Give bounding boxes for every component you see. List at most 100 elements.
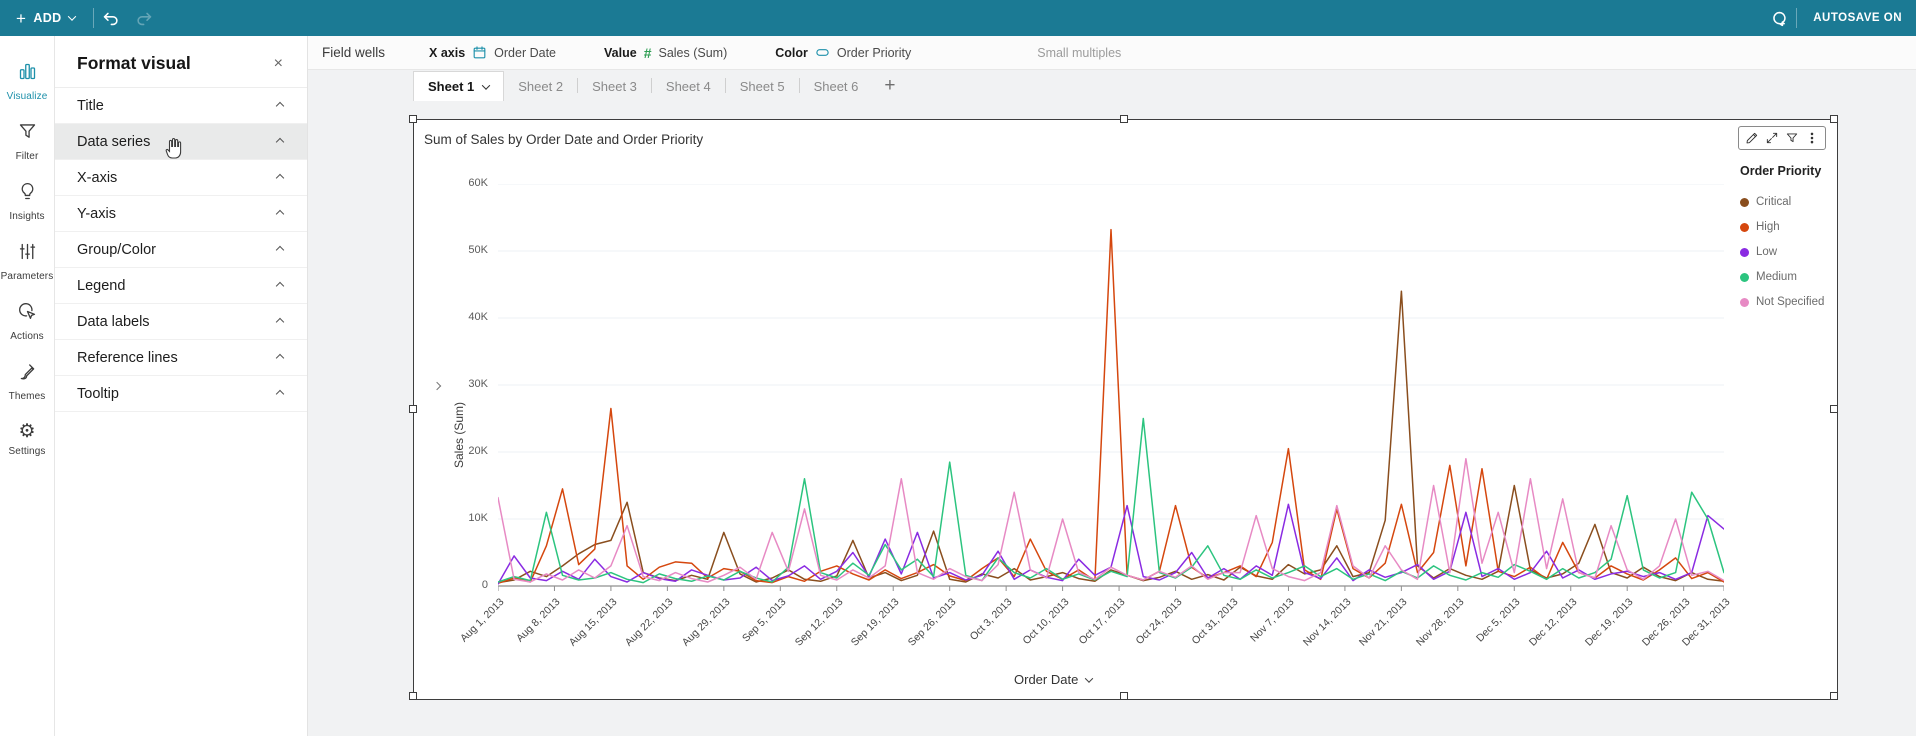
- chart-plot-area[interactable]: [497, 183, 1725, 594]
- format-section-label: Group/Color: [77, 241, 156, 258]
- chevron-up-icon: [275, 245, 285, 254]
- rail-item-filter[interactable]: Filter: [0, 112, 55, 172]
- topbar-divider: [92, 8, 94, 28]
- selection-handle[interactable]: [1830, 115, 1838, 123]
- rail-item-settings[interactable]: ⚙ Settings: [0, 412, 55, 467]
- selection-handle[interactable]: [1830, 405, 1838, 413]
- format-panel-title: Format visual: [77, 53, 191, 73]
- tab-separator: [724, 78, 726, 93]
- format-section-y-axis[interactable]: Y-axis: [55, 196, 307, 232]
- small-multiples-well[interactable]: Small multiples: [1037, 45, 1122, 60]
- sheet-tab-label: Sheet 4: [665, 78, 711, 94]
- well-name: Color: [775, 45, 808, 60]
- field-well-color[interactable]: Color Order Priority: [775, 45, 911, 60]
- legend-item-label: Low: [1756, 246, 1778, 258]
- add-comment-button[interactable]: [1762, 0, 1796, 36]
- selection-handle[interactable]: [1830, 692, 1838, 700]
- legend-color-dot: [1740, 222, 1749, 232]
- y-axis-tick-label: 40K: [468, 311, 488, 323]
- visual-toolbar: [1738, 126, 1826, 150]
- format-visual-panel: Format visual × Title Data series X-axis Y-…: [55, 36, 308, 736]
- chart-legend: Order Priority Critical High Low Medium Not …: [1740, 164, 1836, 321]
- legend-item-not-specified[interactable]: Not Specified: [1740, 296, 1836, 308]
- sheet-tab-2[interactable]: Sheet 2: [504, 71, 577, 101]
- y-axis-tick-label: 20K: [468, 445, 488, 457]
- rail-item-visualize[interactable]: Visualize: [0, 52, 55, 112]
- rail-item-label: Insights: [9, 211, 45, 222]
- well-field-value: Order Priority: [836, 45, 912, 60]
- sheet-tab-3[interactable]: Sheet 3: [578, 71, 651, 101]
- sliders-icon: [17, 241, 38, 267]
- rail-item-actions[interactable]: Actions: [0, 292, 55, 352]
- chevron-up-icon: [275, 101, 285, 110]
- chevron-up-icon: [275, 353, 285, 362]
- format-section-tooltip[interactable]: Tooltip: [55, 376, 307, 412]
- y-axis-tick-label: 10K: [468, 512, 488, 524]
- visual-menu-button[interactable]: [1802, 128, 1822, 148]
- add-button[interactable]: + ADD: [0, 0, 93, 36]
- close-icon[interactable]: ×: [273, 54, 283, 72]
- legend-item-critical[interactable]: Critical: [1740, 196, 1836, 208]
- format-section-label: Legend: [77, 277, 126, 294]
- autosave-toggle[interactable]: AUTOSAVE ON: [1813, 12, 1902, 24]
- rail-item-parameters[interactable]: Parameters: [0, 232, 55, 292]
- selection-handle[interactable]: [409, 692, 417, 700]
- visual-title: Sum of Sales by Order Date and Order Pri…: [424, 132, 704, 147]
- brush-icon: [17, 361, 38, 387]
- x-axis-title-label: Order Date: [1014, 672, 1079, 687]
- legend-color-dot: [1740, 297, 1749, 307]
- comment-add-icon: [1773, 11, 1786, 26]
- field-well-x-axis[interactable]: X axis Order Date: [429, 45, 556, 60]
- undo-button[interactable]: [94, 0, 128, 36]
- rail-item-label: Settings: [8, 446, 46, 457]
- sheet-tab-1[interactable]: Sheet 1: [413, 71, 505, 101]
- sheet-tab-bar: Sheet 1 Sheet 2 Sheet 3 Sheet 4 Sheet 5 Sheet…: [413, 70, 908, 101]
- rail-item-themes[interactable]: Themes: [0, 352, 55, 412]
- well-field-value: Order Date: [494, 45, 557, 60]
- dimension-pill-icon: [815, 45, 830, 60]
- redo-button[interactable]: [128, 0, 162, 36]
- format-section-reference-lines[interactable]: Reference lines: [55, 340, 307, 376]
- sheet-tab-5[interactable]: Sheet 5: [726, 71, 799, 101]
- selection-handle[interactable]: [1120, 692, 1128, 700]
- legend-item-medium[interactable]: Medium: [1740, 271, 1836, 283]
- format-section-label: X-axis: [77, 169, 118, 186]
- sheet-tab-4[interactable]: Sheet 4: [652, 71, 725, 101]
- edit-visual-button[interactable]: [1742, 128, 1762, 148]
- format-section-title[interactable]: Title: [55, 88, 307, 124]
- rail-item-label: Visualize: [6, 91, 48, 102]
- y-axis-tick-label: 0: [481, 579, 488, 591]
- selection-handle[interactable]: [409, 405, 417, 413]
- legend-item-high[interactable]: High: [1740, 221, 1836, 233]
- format-section-data-series[interactable]: Data series: [55, 124, 307, 160]
- format-section-legend[interactable]: Legend: [55, 268, 307, 304]
- field-wells-bar[interactable]: Field wells X axis Order Date Value # Sales …: [308, 36, 1916, 70]
- y-axis-tick-label: 50K: [468, 244, 488, 256]
- filter-visual-button[interactable]: [1782, 128, 1802, 148]
- chevron-up-icon: [275, 317, 285, 326]
- maximize-visual-button[interactable]: [1762, 128, 1782, 148]
- add-sheet-button[interactable]: +: [884, 75, 896, 96]
- plus-icon: +: [16, 8, 27, 28]
- tab-separator: [798, 78, 800, 93]
- x-axis-title[interactable]: Order Date: [1014, 672, 1094, 687]
- format-section-x-axis[interactable]: X-axis: [55, 160, 307, 196]
- funnel-icon: [1786, 133, 1798, 143]
- rail-item-label: Actions: [10, 331, 44, 342]
- selection-handle[interactable]: [1120, 115, 1128, 123]
- lightbulb-icon: [17, 181, 38, 207]
- series-line-critical: [497, 290, 1725, 584]
- format-section-data-labels[interactable]: Data labels: [55, 304, 307, 340]
- sheet-tab-6[interactable]: Sheet 6: [800, 71, 873, 101]
- format-section-label: Reference lines: [77, 349, 178, 366]
- selection-handle[interactable]: [409, 115, 417, 123]
- rail-item-insights[interactable]: Insights: [0, 172, 55, 232]
- legend-title: Order Priority: [1740, 164, 1822, 178]
- legend-item-low[interactable]: Low: [1740, 246, 1836, 258]
- top-bar: + ADD AUTOSAVE ON: [0, 0, 1916, 36]
- calendar-icon: [472, 45, 487, 60]
- chevron-up-icon: [275, 209, 285, 218]
- format-section-group-color[interactable]: Group/Color: [55, 232, 307, 268]
- line-chart-visual[interactable]: Sum of Sales by Order Date and Order Pri…: [409, 115, 1838, 700]
- field-well-value[interactable]: Value # Sales (Sum): [604, 45, 727, 61]
